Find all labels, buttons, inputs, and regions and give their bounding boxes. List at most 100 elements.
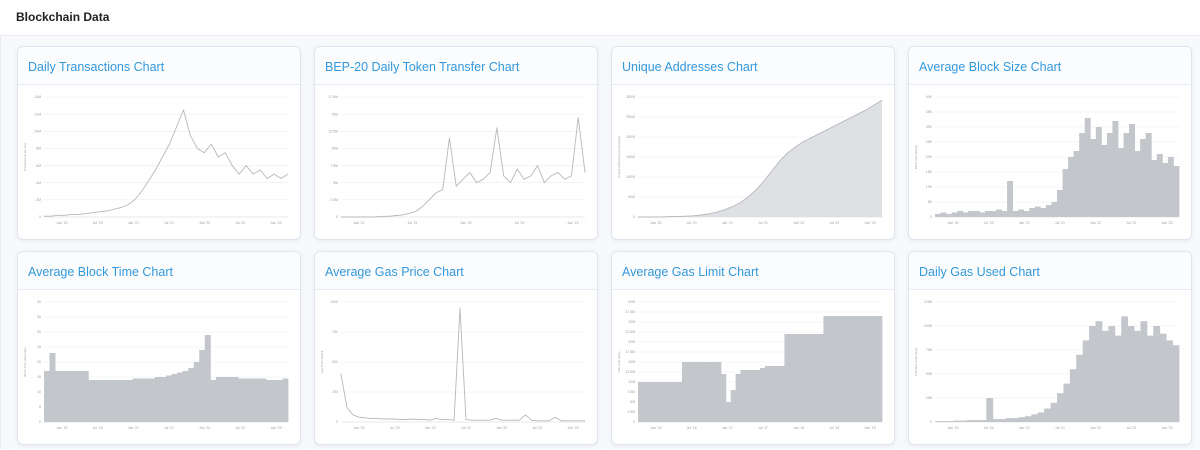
data-bar (1040, 208, 1047, 217)
data-bar (730, 390, 736, 422)
data-bar (243, 378, 250, 422)
chart-title-link[interactable]: Average Gas Limit Chart (612, 252, 894, 290)
data-bar (755, 370, 761, 422)
data-bar (1153, 326, 1161, 422)
data-point (669, 216, 670, 217)
data-point (266, 178, 268, 179)
data-bar (1146, 335, 1154, 422)
data-bar (984, 211, 991, 217)
data-bar (49, 353, 56, 422)
chart-title-link[interactable]: Average Block Size Chart (909, 47, 1191, 85)
chart-title-link[interactable]: Unique Addresses Chart (612, 47, 894, 85)
x-tick-label: Jul '22 (235, 221, 245, 225)
data-bar (143, 378, 150, 422)
data-point (358, 416, 360, 418)
data-bar (1001, 211, 1008, 217)
data-bar (1101, 330, 1109, 422)
data-bar (1012, 418, 1019, 422)
y-tick-label: 0 (39, 420, 41, 424)
data-bar (857, 316, 863, 422)
data-bar (1167, 157, 1174, 217)
data-point (162, 156, 163, 158)
data-point (423, 419, 425, 420)
chart-title-link[interactable]: Daily Gas Used Chart (909, 252, 1191, 290)
data-bar (967, 420, 974, 422)
chart-title-link[interactable]: Daily Transactions Chart (18, 47, 300, 85)
data-bar (1034, 206, 1041, 217)
data-point (802, 141, 804, 143)
data-bar (1123, 133, 1130, 217)
data-point (523, 178, 525, 180)
chart-area: 0 2M 4M 6M 8M 10M 12M 14M Jan '20 Jul '20 Jan '21 J… (18, 85, 300, 238)
data-point (120, 207, 122, 208)
y-tick-label: 0 (633, 420, 635, 424)
data-bar (1095, 127, 1102, 217)
x-tick-label: Jan '21 (1019, 221, 1030, 225)
data-bar (60, 371, 67, 422)
x-tick-label: Jan '17 (722, 426, 733, 430)
x-tick-label: Jan '20 (56, 221, 67, 225)
data-bar (696, 362, 702, 422)
data-point (141, 190, 142, 192)
data-point (507, 419, 508, 421)
data-bar (232, 377, 239, 422)
y-tick-label: 27.5M (625, 310, 635, 314)
x-tick-label: Jan '22 (1090, 426, 1101, 430)
y-tick-label: 40K (926, 95, 933, 99)
data-bar (127, 380, 134, 422)
data-bar (794, 334, 800, 422)
data-point (469, 172, 471, 173)
data-point (850, 117, 851, 119)
chart-title-link[interactable]: BEP-20 Daily Token Transfer Chart (315, 47, 597, 85)
y-tick-label: 10M (628, 380, 635, 384)
data-point (415, 211, 416, 212)
data-point (370, 418, 372, 419)
page-title: Blockchain Data (16, 10, 110, 24)
data-point (537, 420, 538, 422)
x-tick-label: Jul '20 (984, 221, 994, 225)
data-bar (1140, 321, 1148, 422)
data-bar (986, 398, 994, 422)
data-point (572, 420, 574, 422)
y-tick-label: 500 (332, 360, 338, 364)
y-tick-label: 0 (39, 215, 41, 219)
data-point (501, 419, 503, 421)
data-bar (1090, 139, 1097, 217)
data-bar (1012, 211, 1019, 217)
chart-title-link[interactable]: Average Gas Price Chart (315, 252, 597, 290)
data-point (677, 216, 678, 217)
data-bar (44, 371, 50, 422)
chart-title-link[interactable]: Average Block Time Chart (18, 252, 300, 290)
chart-svg: 0 25B 50B 75B 100B 125B Jan '20 Jul '20 Jan '21 J… (914, 300, 1180, 430)
data-bar (149, 378, 156, 422)
data-bar (1051, 202, 1058, 217)
data-point (176, 126, 177, 128)
data-bar (1057, 393, 1064, 422)
x-tick-label: Jul '20 (390, 426, 400, 430)
data-point (447, 419, 449, 420)
x-tick-label: Jan '20 (947, 426, 958, 430)
data-bar (847, 316, 854, 422)
data-bar (71, 371, 78, 422)
y-tick-label: 20 (37, 360, 41, 364)
x-tick-label: Jan '20 (56, 426, 67, 430)
data-point (495, 418, 497, 419)
data-point (459, 307, 461, 309)
data-bar (968, 211, 975, 217)
data-bar (877, 316, 883, 422)
charts-grid: Daily Transactions Chart 0 2M 4M 6M 8M 10M 12M… (0, 36, 1200, 449)
data-point (513, 419, 514, 421)
data-point (476, 182, 477, 184)
data-bar (77, 371, 84, 422)
data-point (287, 173, 289, 175)
y-tick-label: 30K (926, 125, 933, 129)
y-tick-label: 1000 (330, 300, 338, 304)
y-tick-label: 0 (336, 420, 338, 424)
x-tick-label: Jan '20 (353, 426, 364, 430)
y-tick-label: 2.5M (627, 410, 635, 414)
data-bar (138, 378, 145, 422)
data-bar (813, 334, 819, 422)
chart-area: 0 250 500 750 1000 Jan '20 Jul '20 Jan '21 Jul '… (315, 290, 597, 443)
data-bar (276, 380, 283, 422)
data-point (259, 169, 261, 171)
